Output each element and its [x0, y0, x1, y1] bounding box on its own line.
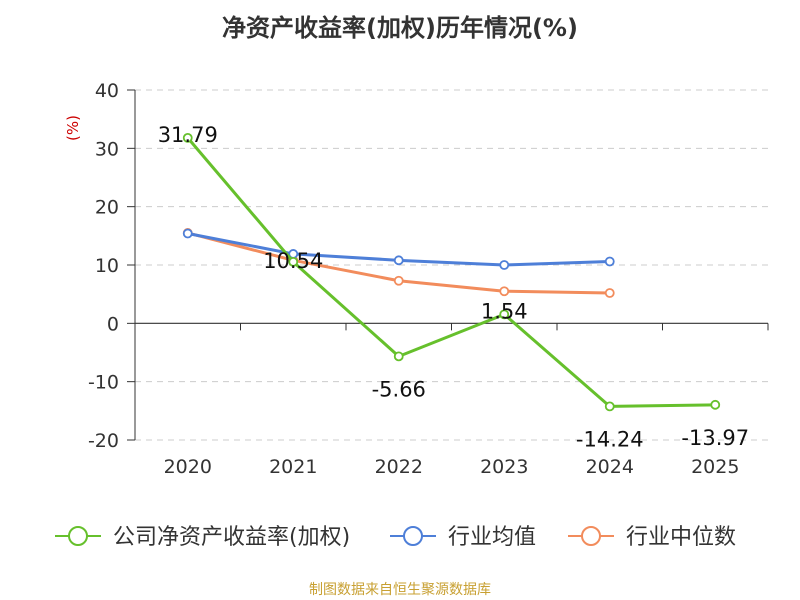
- legend-marker: [403, 526, 423, 546]
- grid-layer: [135, 89, 768, 441]
- y-tick-label: 0: [107, 313, 119, 335]
- axis-layer: 40 30 20 10 0 -10 -20 2020 2021 2022 2023 2024 2025 (…: [64, 80, 769, 478]
- data-point: [710, 399, 721, 410]
- legend-marker: [68, 526, 88, 546]
- y-tick-label: 10: [95, 255, 119, 277]
- legend-label: 行业均值: [448, 525, 536, 550]
- legend-label: 行业中位数: [626, 525, 736, 550]
- legend: 公司净资产收益率(加权) 行业均值 行业中位数: [55, 525, 736, 550]
- data-point: [499, 309, 510, 320]
- x-tick-label: 2021: [269, 456, 317, 478]
- y-axis-label: (%): [64, 115, 82, 141]
- data-label-layer: 31.79 10.54 -5.66 1.54 -14.24 -13.97: [158, 123, 749, 452]
- legend-marker: [581, 526, 601, 546]
- y-tick-label: -10: [88, 372, 119, 394]
- data-point: [499, 260, 510, 270]
- series-layer: [182, 132, 721, 412]
- x-tick-label: 2024: [586, 456, 634, 478]
- data-point: [499, 286, 510, 297]
- x-tick-label: 2020: [164, 456, 212, 478]
- legend-label: 公司净资产收益率(加权): [113, 525, 350, 550]
- data-point: [604, 256, 615, 267]
- y-tick-label: 20: [95, 197, 119, 219]
- data-point: [288, 256, 299, 267]
- y-tick-label: 40: [95, 80, 119, 102]
- data-point: [182, 228, 193, 239]
- data-label: -14.24: [576, 427, 644, 451]
- data-label: -5.66: [372, 377, 426, 401]
- data-point: [182, 132, 193, 143]
- x-tick-label: 2023: [480, 456, 528, 478]
- y-tick-label: -20: [88, 430, 119, 452]
- x-tick-label: 2025: [691, 456, 739, 478]
- x-tick-label: 2022: [375, 456, 423, 478]
- series-line: [186, 136, 716, 408]
- data-point: [604, 401, 615, 412]
- data-point: [393, 255, 404, 266]
- data-label: 31.79: [158, 123, 218, 147]
- data-label: 10.54: [263, 249, 323, 273]
- chart-title: 净资产收益率(加权)历年情况(%): [222, 14, 578, 42]
- y-tick-label: 30: [95, 138, 119, 160]
- source-note: 制图数据来自恒生聚源数据库: [309, 582, 491, 598]
- data-label: 1.54: [481, 299, 528, 323]
- data-label: -13.97: [681, 426, 749, 450]
- data-point: [393, 351, 404, 362]
- data-point: [393, 275, 404, 286]
- data-point: [604, 288, 615, 298]
